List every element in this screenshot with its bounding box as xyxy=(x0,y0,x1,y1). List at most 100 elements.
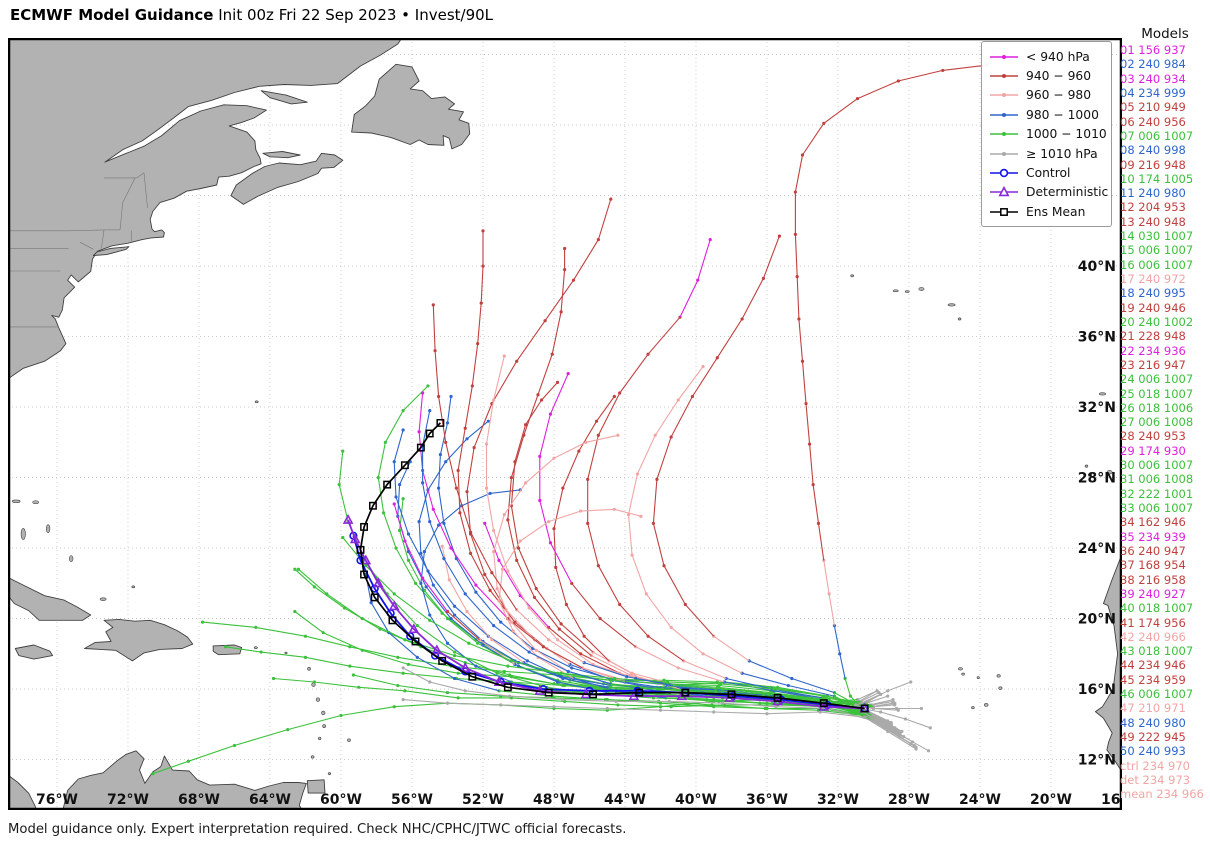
island xyxy=(253,646,258,649)
model-row-29: 29 174 930 xyxy=(1120,444,1210,458)
lat-tick-label: 24°N xyxy=(1078,541,1116,557)
model-slp: 956 xyxy=(1163,114,1186,129)
model-id: 44 xyxy=(1120,658,1135,673)
model-row-20: 20 240 1002 xyxy=(1120,315,1210,329)
ensemble-track-segment xyxy=(485,355,636,680)
model-tau: 210 xyxy=(1138,701,1161,716)
model-tau: 006 xyxy=(1138,687,1161,702)
model-row-44: 44 234 946 xyxy=(1120,658,1210,672)
ensemble-track-segment xyxy=(857,690,878,701)
ensemble-track-segment xyxy=(855,681,911,706)
lon-tick-label: 64°W xyxy=(249,792,291,808)
model-row-05: 05 210 949 xyxy=(1120,100,1210,114)
ensemble-track-segment xyxy=(713,635,750,662)
island xyxy=(1098,392,1106,396)
model-row-03: 03 240 934 xyxy=(1120,72,1210,86)
island xyxy=(318,736,322,741)
legend-item: 960 − 980 xyxy=(988,86,1105,105)
model-slp: 945 xyxy=(1163,730,1186,744)
model-row-46: 46 006 1007 xyxy=(1120,687,1210,701)
model-tau: 240 xyxy=(1138,71,1161,86)
model-id: 25 xyxy=(1120,386,1135,401)
ensemble-track-segment xyxy=(420,489,521,683)
model-slp: 934 xyxy=(1163,71,1186,86)
model-id: 34 xyxy=(1120,515,1135,530)
model-tau: 234 xyxy=(1142,772,1165,787)
model-row-37: 37 168 954 xyxy=(1120,558,1210,572)
legend-panel: < 940 hPa 940 − 960 960 − 980 980 − 1000 100… xyxy=(981,41,1112,227)
model-tau: 240 xyxy=(1138,114,1161,129)
model-id: 23 xyxy=(1120,357,1135,372)
model-id: 14 xyxy=(1120,229,1135,244)
island xyxy=(131,585,136,589)
model-slp: 947 xyxy=(1163,543,1186,558)
model-tau: 018 xyxy=(1138,644,1161,659)
model-row-10: 10 174 1005 xyxy=(1120,172,1210,186)
model-id: 11 xyxy=(1120,186,1135,201)
island xyxy=(69,555,74,562)
model-tau: 216 xyxy=(1138,157,1161,172)
ensemble-track-segment xyxy=(152,699,863,775)
land-panama_corner xyxy=(8,774,38,810)
model-tau: 240 xyxy=(1138,272,1161,286)
ensemble-track-segment xyxy=(857,706,922,710)
model-id: 47 xyxy=(1120,701,1135,716)
model-id: 38 xyxy=(1120,572,1135,587)
ensemble-track-segment xyxy=(635,646,725,683)
model-row-45: 45 234 959 xyxy=(1120,673,1210,687)
model-row-26: 26 018 1006 xyxy=(1120,401,1210,415)
legend-item: 940 − 960 xyxy=(988,66,1105,85)
model-row-19: 19 240 946 xyxy=(1120,301,1210,315)
model-row-33: 33 006 1007 xyxy=(1120,501,1210,515)
model-id: 15 xyxy=(1120,243,1135,258)
model-id: 06 xyxy=(1120,114,1135,129)
model-id: 18 xyxy=(1120,286,1135,301)
island xyxy=(918,287,925,291)
model-slp: 999 xyxy=(1163,85,1186,100)
lat-tick-label: 20°N xyxy=(1078,612,1116,628)
lon-tick-label: 52°W xyxy=(462,792,504,808)
model-tau: 018 xyxy=(1138,601,1161,616)
model-slp: 959 xyxy=(1163,672,1186,687)
lat-tick-label: 12°N xyxy=(1078,753,1116,769)
model-id: 09 xyxy=(1120,157,1135,172)
legend-dot-swatch xyxy=(990,74,1018,79)
model-id: 04 xyxy=(1120,85,1135,100)
island xyxy=(32,500,39,505)
model-slp: 1007 xyxy=(1163,128,1194,143)
model-slp: 927 xyxy=(1163,586,1186,601)
model-tau: 234 xyxy=(1138,529,1161,544)
model-row-48: 48 240 980 xyxy=(1120,716,1210,730)
island xyxy=(11,499,21,504)
ens-mean-track xyxy=(356,418,869,713)
land-trinidad xyxy=(306,779,326,794)
model-slp: 1007 xyxy=(1163,644,1194,659)
model-id: 40 xyxy=(1120,601,1135,616)
model-row-40: 40 018 1007 xyxy=(1120,601,1210,615)
model-id: 32 xyxy=(1120,486,1135,501)
model-id: 28 xyxy=(1120,429,1135,444)
lon-tick-label: 20°W xyxy=(1030,792,1072,808)
model-id: 24 xyxy=(1120,372,1135,387)
model-row-39: 39 240 927 xyxy=(1120,587,1210,601)
legend-label: < 940 hPa xyxy=(1026,49,1090,64)
model-row-35: 35 234 939 xyxy=(1120,530,1210,544)
model-id: 10 xyxy=(1120,171,1135,186)
model-slp: 956 xyxy=(1163,615,1186,630)
model-id: 29 xyxy=(1120,443,1135,458)
model-row-32: 32 222 1001 xyxy=(1120,487,1210,501)
land-long_island xyxy=(92,246,130,256)
model-tau: 240 xyxy=(1138,429,1161,444)
model-slp: 1008 xyxy=(1163,415,1194,430)
legend-label: ≥ 1010 hPa xyxy=(1026,146,1098,161)
lat-tick-label: 28°N xyxy=(1078,471,1116,487)
model-id: 46 xyxy=(1120,687,1135,702)
ensemble-track-segment xyxy=(402,667,899,736)
land-pei xyxy=(262,151,301,159)
model-tau: 006 xyxy=(1138,415,1161,430)
model-slp: 1006 xyxy=(1163,400,1194,415)
model-tau: 156 xyxy=(1138,43,1161,57)
ensemble-track-segment xyxy=(457,230,548,649)
model-slp: 958 xyxy=(1163,572,1186,587)
model-slp: 971 xyxy=(1163,701,1186,716)
